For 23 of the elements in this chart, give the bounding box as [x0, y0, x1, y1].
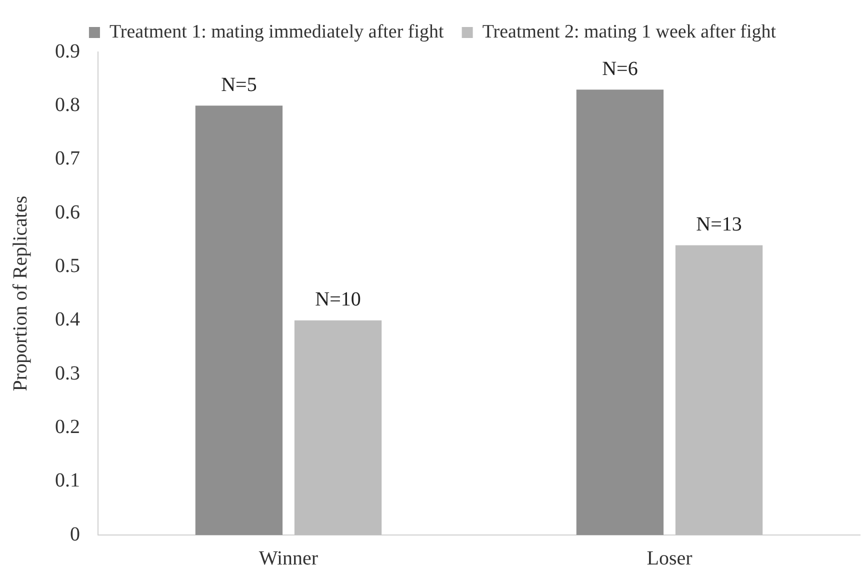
- y-tick-label: 0.1: [55, 470, 80, 492]
- y-tick-label: 0: [70, 523, 80, 546]
- annotation: N=10: [315, 288, 361, 311]
- y-axis-title: Proportion of Replicates: [9, 196, 32, 392]
- y-tick-label: 0.3: [55, 362, 80, 384]
- legend-label: Treatment 1: mating immediately after fight: [109, 21, 445, 42]
- y-tick-label: 0.7: [55, 148, 80, 170]
- annotation: N=13: [696, 213, 742, 236]
- x-tick-label: Loser: [646, 547, 693, 570]
- y-tick-label: 0.4: [55, 308, 80, 331]
- y-tick-label: 0.8: [55, 94, 80, 116]
- y-tick-label: 0.2: [55, 416, 80, 438]
- bar: [576, 90, 664, 535]
- y-tick-label: 0.5: [55, 254, 80, 277]
- annotation: N=6: [602, 58, 638, 80]
- bar: [195, 106, 283, 535]
- annotation: N=5: [221, 74, 257, 96]
- bar: [294, 320, 382, 535]
- legend-label: Treatment 2: mating 1 week after fight: [482, 21, 777, 42]
- bar: [675, 245, 763, 535]
- y-tick-label: 0.9: [55, 40, 80, 62]
- x-tick-label: Winner: [258, 547, 318, 570]
- y-tick-label: 0.6: [55, 201, 80, 224]
